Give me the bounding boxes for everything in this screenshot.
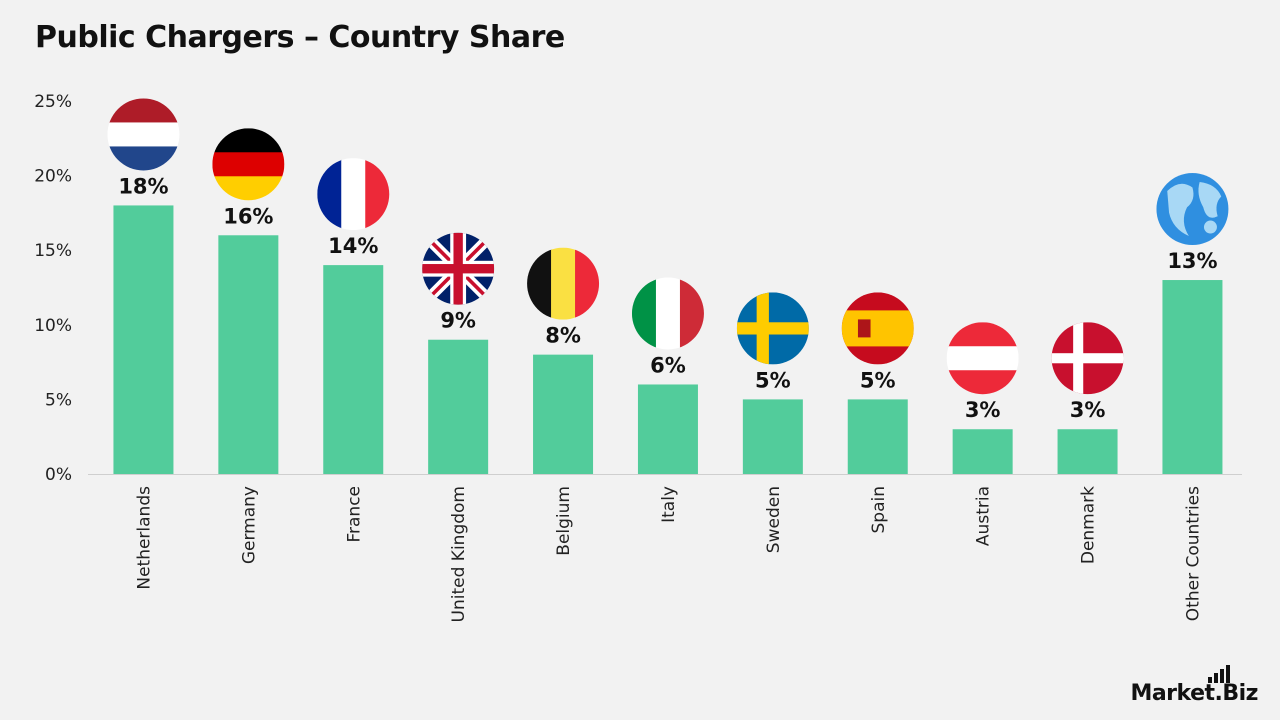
data-label: 13% — [1167, 249, 1217, 273]
bar — [113, 205, 174, 474]
italy-flag-icon — [631, 277, 704, 350]
x-tick-label: Netherlands — [134, 486, 154, 590]
globe-icon — [1156, 173, 1229, 246]
chart-title: Public Chargers – Country Share — [35, 20, 565, 55]
germany-flag-icon — [212, 128, 285, 201]
france-flag-icon — [317, 158, 390, 231]
y-tick-label: 0% — [45, 465, 72, 485]
bar — [1162, 280, 1223, 474]
brand-name: Market — [1130, 681, 1215, 706]
bar — [637, 384, 698, 474]
x-tick-label: Italy — [659, 486, 679, 523]
x-tick-label: Germany — [239, 486, 259, 564]
bar — [323, 265, 384, 474]
flag-icons — [107, 98, 1229, 395]
brand-logo: Market.Biz — [1130, 681, 1258, 706]
netherlands-flag-icon — [107, 98, 180, 171]
data-label: 18% — [118, 174, 168, 198]
x-tick-label: Spain — [869, 486, 889, 534]
bar — [952, 429, 1013, 474]
data-label: 5% — [860, 368, 896, 392]
data-label: 3% — [965, 398, 1001, 422]
bar — [533, 354, 594, 474]
bar — [428, 339, 489, 474]
x-tick-label: Sweden — [764, 486, 784, 553]
data-label: 8% — [545, 324, 581, 348]
brand-bars-icon — [1208, 665, 1230, 683]
bar — [218, 235, 279, 474]
data-label: 5% — [755, 368, 791, 392]
brand-suffix: Biz — [1222, 681, 1258, 706]
bars — [113, 205, 1223, 474]
uk-flag-icon — [422, 232, 495, 305]
y-tick-label: 25% — [34, 92, 72, 112]
x-tick-label: Denmark — [1079, 486, 1099, 564]
bar — [742, 399, 803, 474]
data-label: 6% — [650, 353, 686, 377]
brand-dot: . — [1214, 681, 1223, 706]
value-labels: 18% 16% 14% 9% 8% 6% 5% 5% 3% 3% 13% — [118, 174, 1217, 422]
x-axis-labels: Netherlands Germany France United Kingdom Be… — [134, 486, 1203, 623]
x-tick-label: Other Countries — [1183, 486, 1203, 621]
y-tick-label: 15% — [34, 241, 72, 261]
data-label: 3% — [1070, 398, 1106, 422]
y-axis: 0% 5% 10% 15% 20% 25% — [34, 92, 72, 485]
belgium-flag-icon — [527, 247, 600, 320]
y-tick-label: 20% — [34, 167, 72, 187]
bar — [1057, 429, 1118, 474]
x-tick-label: France — [344, 486, 364, 543]
bar — [847, 399, 908, 474]
x-tick-label: Belgium — [554, 486, 574, 556]
y-tick-label: 5% — [45, 390, 72, 410]
denmark-flag-icon — [1051, 322, 1124, 395]
y-tick-label: 10% — [34, 316, 72, 336]
x-tick-label: Austria — [974, 486, 994, 546]
data-label: 16% — [223, 204, 273, 228]
sweden-flag-icon — [736, 292, 809, 365]
austria-flag-icon — [946, 322, 1019, 395]
data-label: 14% — [328, 234, 378, 258]
data-label: 9% — [440, 309, 476, 333]
x-tick-label: United Kingdom — [449, 486, 469, 622]
spain-flag-icon — [841, 292, 914, 365]
